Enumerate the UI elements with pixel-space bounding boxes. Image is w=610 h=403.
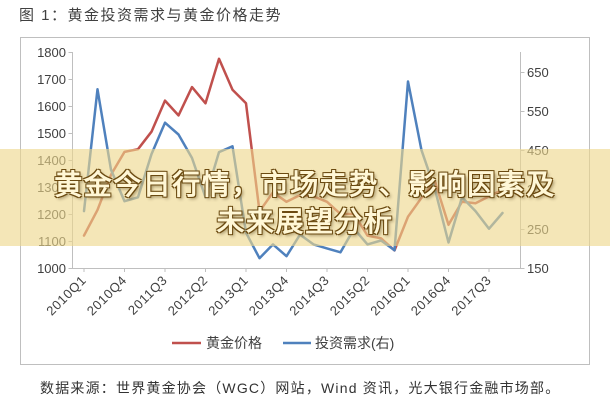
headline-banner: 黄金今日行情，市场走势、影响因素及 未来展望分析 <box>0 149 610 246</box>
legend: 黄金价格 投资需求(右) <box>172 335 394 351</box>
x-axis-tick-label: 2013Q1 <box>205 273 251 319</box>
x-axis-tick-label: 2013Q4 <box>246 273 292 319</box>
left-axis-tick-label: 1700 <box>37 72 66 87</box>
x-axis-tick-label: 2011Q3 <box>125 273 170 318</box>
left-axis-tick-label: 1000 <box>37 261 66 276</box>
left-axis-tick-label: 1500 <box>37 126 66 141</box>
right-axis-tick-label: 150 <box>527 261 549 276</box>
banner-headline-line-1: 黄金今日行情，市场走势、影响因素及 <box>54 168 556 201</box>
left-axis-tick-label: 1600 <box>37 99 66 114</box>
x-axis-tick-label: 2010Q1 <box>43 273 89 319</box>
banner-headline-line-2: 未来展望分析 <box>216 205 394 238</box>
x-axis-tick-label: 2016Q1 <box>367 273 413 319</box>
left-axis-tick-label: 1800 <box>37 45 66 60</box>
right-axis-tick-label: 550 <box>527 104 549 119</box>
chart-title: 图 1：黄金投资需求与黄金价格走势 <box>19 7 283 24</box>
x-axis-tick-label: 2015Q2 <box>327 273 373 319</box>
x-axis-tick-label: 2014Q3 <box>286 273 332 319</box>
legend-label-investment-demand: 投资需求(右) <box>315 335 394 351</box>
source-note: 数据来源：世界黄金协会（WGC）网站，Wind 资讯，光大银行金融市场部。 <box>40 380 561 396</box>
legend-label-gold-price: 黄金价格 <box>206 335 262 351</box>
x-axis-tick-label: 2012Q2 <box>165 273 211 319</box>
x-axis-ticks: 2010Q12010Q42011Q32012Q22013Q12013Q42014… <box>43 268 494 318</box>
x-axis-tick-label: 2017Q3 <box>448 273 494 319</box>
right-axis-tick-label: 650 <box>527 65 549 80</box>
x-axis-tick-label: 2016Q4 <box>408 273 454 319</box>
x-axis-tick-label: 2010Q4 <box>84 273 130 319</box>
